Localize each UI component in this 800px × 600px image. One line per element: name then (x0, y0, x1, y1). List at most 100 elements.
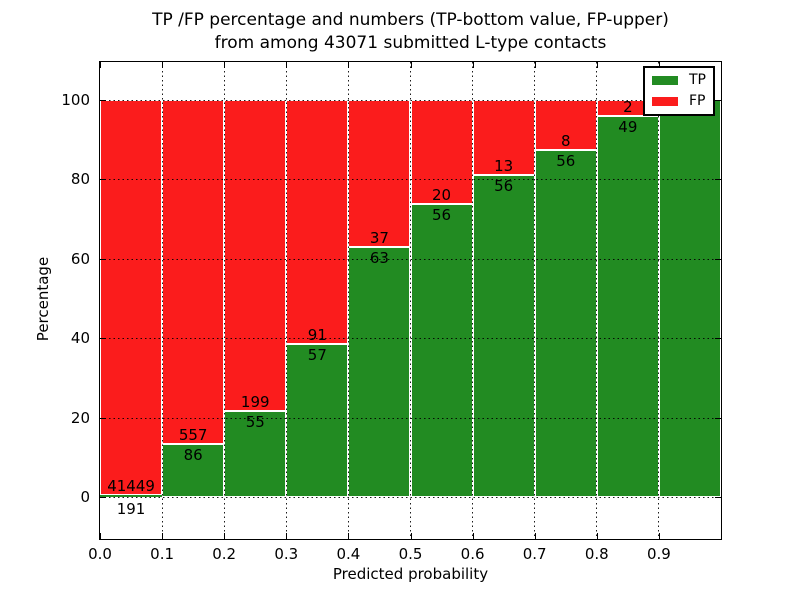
x-tick-mark (534, 533, 536, 539)
x-tick-mark-top (162, 62, 164, 68)
x-tick-mark-top (286, 62, 288, 68)
y-tick-label: 20 (70, 408, 90, 427)
x-tick-mark-top (658, 62, 660, 68)
y-tick-mark (100, 179, 106, 181)
tp-bar-segment (162, 443, 225, 497)
fp-bar-segment (472, 100, 535, 175)
fp-count-label: 8 (560, 131, 571, 150)
fp-count-label: 13 (494, 156, 514, 175)
tp-count-label: 56 (432, 206, 452, 225)
tp-count-label: 57 (307, 346, 327, 365)
x-tick-mark (224, 533, 226, 539)
y-tick-mark-right (715, 497, 721, 498)
y-tick-label: 80 (70, 170, 90, 189)
tp-count-label: 55 (245, 413, 265, 432)
x-tick-mark (596, 533, 598, 539)
fp-bar-segment (286, 100, 349, 345)
v-gridline (223, 62, 225, 539)
tp-count-label: 56 (494, 176, 514, 195)
tp-bar-segment (348, 246, 411, 497)
x-tick-mark (348, 533, 350, 539)
fp-bar-segment (410, 100, 473, 205)
tp-bar-segment (596, 115, 659, 497)
x-tick-label: 0.0 (88, 545, 112, 563)
v-gridline (658, 62, 660, 539)
x-tick-label: 0.4 (336, 545, 361, 563)
y-tick-mark (100, 338, 106, 340)
tp-bar-segment (100, 495, 163, 497)
x-tick-mark-top (534, 62, 536, 68)
y-tick-label: 0 (80, 488, 90, 506)
fp-bar-segment (534, 100, 597, 150)
chart-title-line1: TP /FP percentage and numbers (TP-bottom… (152, 10, 669, 30)
tp-count-label: 191 (116, 500, 146, 519)
chart-title: TP /FP percentage and numbers (TP-bottom… (96, 9, 725, 55)
fp-bar-segment (100, 100, 163, 496)
fp-count-label: 37 (369, 228, 389, 247)
x-tick-mark (162, 533, 164, 539)
y-tick-mark (100, 100, 106, 101)
fp-bar-segment (162, 100, 225, 444)
x-tick-label: 0.6 (460, 545, 485, 563)
legend-label: TP (689, 72, 706, 88)
fp-count-label: 557 (178, 425, 208, 444)
chart-title-line2: from among 43071 submitted L-type contac… (214, 33, 607, 53)
x-tick-mark-top (100, 62, 101, 68)
y-tick-mark-right (715, 100, 721, 101)
plot-area: TP FP 41449 191 557 86 199 55 91 57 37 63 20 56 13 56 8… (99, 61, 722, 540)
tp-count-label: 56 (556, 151, 576, 170)
fp-count-label: 41449 (107, 477, 155, 496)
x-tick-label: 0.2 (212, 545, 237, 563)
y-tick-label: 60 (70, 249, 90, 268)
x-tick-mark (472, 533, 474, 539)
tp-count-label: 63 (369, 248, 389, 267)
x-axis-label: Predicted probability (332, 565, 489, 583)
legend-entry-fp: FP (652, 94, 706, 109)
y-tick-mark-right (715, 179, 721, 181)
y-tick-mark (100, 497, 106, 498)
legend-entry-tp: TP (652, 73, 706, 88)
x-tick-mark-top (596, 62, 598, 68)
x-tick-mark (286, 533, 288, 539)
fp-count-label: 91 (307, 326, 327, 345)
v-gridline (534, 62, 536, 539)
tp-bar-segment (224, 411, 287, 497)
y-tick-mark-right (715, 258, 721, 260)
fp-bar-segment (348, 100, 411, 247)
x-tick-label: 0.5 (398, 545, 423, 563)
tp-bar-segment (534, 149, 597, 497)
x-tick-mark-top (224, 62, 226, 68)
legend-swatch-tp (652, 76, 678, 85)
v-gridline (596, 62, 598, 539)
fp-bar-segment (224, 100, 287, 412)
y-tick-label: 40 (70, 329, 90, 348)
y-tick-mark (100, 258, 106, 260)
v-gridline (472, 62, 474, 539)
tp-count-label: 86 (183, 445, 203, 464)
y-tick-mark-right (715, 338, 721, 340)
x-tick-mark (410, 533, 412, 539)
y-tick-mark (100, 417, 106, 419)
fp-count-label: 2 (623, 97, 633, 116)
v-gridline (285, 62, 287, 539)
fp-count-label: 20 (432, 186, 452, 205)
tp-bar-segment (286, 344, 349, 497)
legend-swatch-fp (652, 97, 678, 106)
x-tick-label: 0.9 (646, 545, 671, 563)
v-gridline (410, 62, 411, 539)
legend: TP FP (643, 66, 715, 116)
fp-count-label: 199 (240, 393, 270, 412)
x-tick-label: 0.7 (522, 545, 547, 563)
x-tick-mark-top (348, 62, 350, 68)
tp-bar-segment (472, 174, 535, 497)
tp-count-label: 49 (618, 117, 638, 136)
x-tick-label: 0.1 (150, 545, 175, 563)
v-gridline (161, 62, 163, 539)
x-tick-mark-top (472, 62, 474, 68)
x-tick-label: 0.3 (274, 545, 299, 563)
y-tick-label: 100 (61, 91, 90, 109)
x-tick-mark (100, 533, 101, 539)
v-gridline (347, 62, 349, 539)
y-tick-mark-right (715, 417, 721, 419)
x-tick-mark-top (410, 62, 412, 68)
